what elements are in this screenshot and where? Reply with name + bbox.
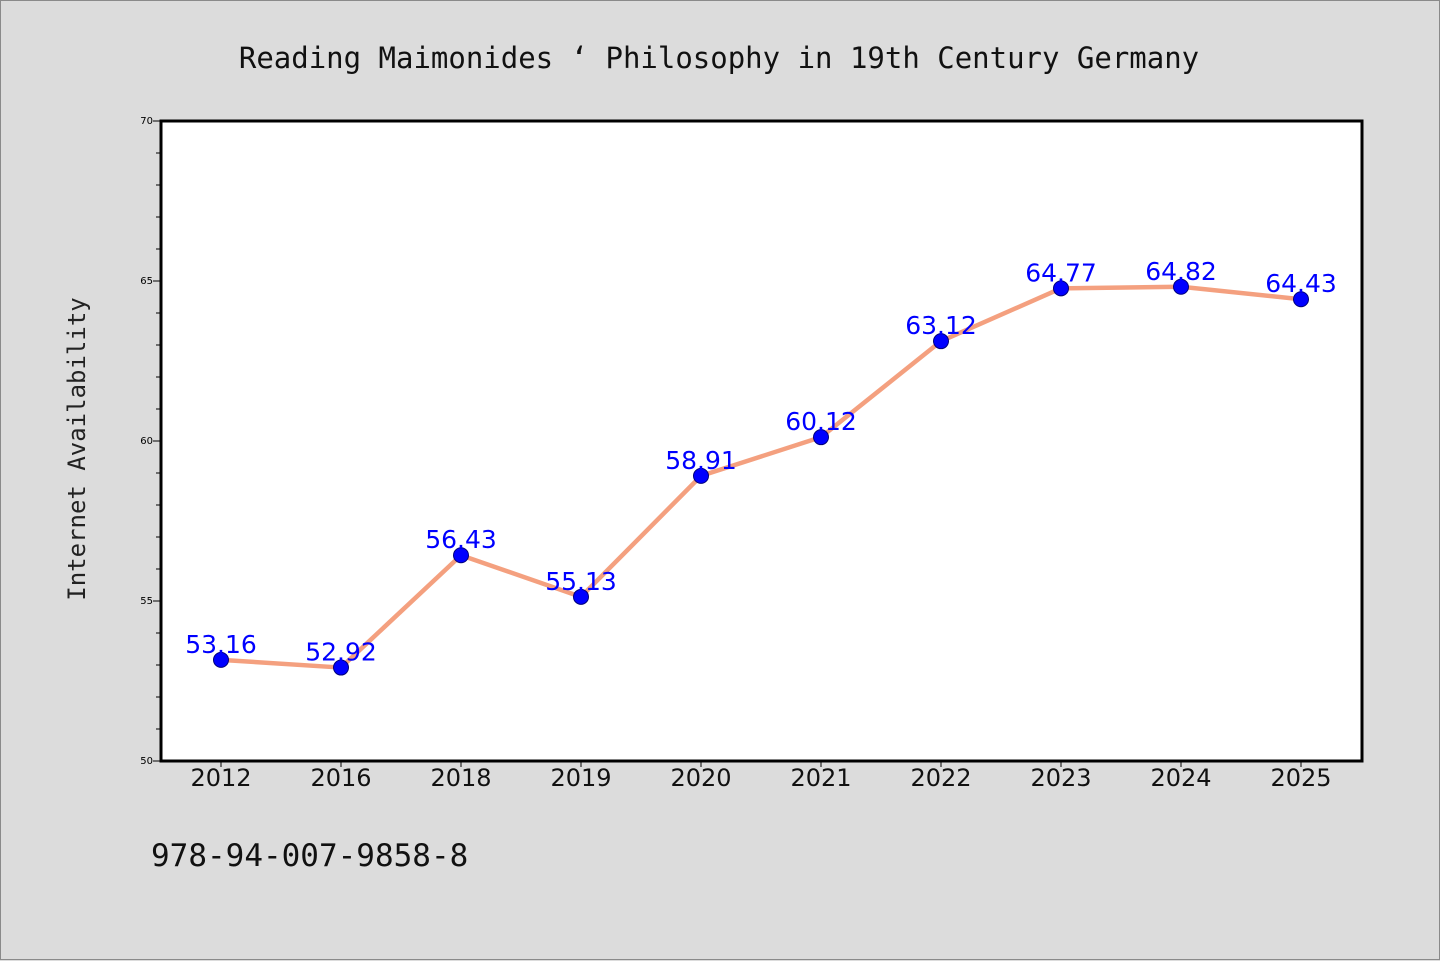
markers-group: [213, 278, 1309, 676]
data-point-marker: [213, 651, 229, 668]
series-line-group: [218, 284, 1304, 670]
data-point-marker: [693, 467, 709, 484]
x-tick-label: 2021: [790, 764, 851, 792]
data-point-marker: [813, 429, 829, 446]
plot-area: [161, 121, 1362, 761]
data-label: 64.43: [1265, 269, 1337, 298]
data-label: 64.77: [1025, 258, 1097, 287]
y-axis: 50 55 60 65 70: [140, 116, 161, 767]
x-tick-label: 2016: [310, 764, 371, 792]
data-label: 63.12: [905, 311, 977, 340]
data-label: 64.82: [1145, 257, 1217, 286]
data-labels-group: 53.16 52.92 56.43 55.13 58.91 60.12 63.12 64.77…: [185, 257, 1337, 667]
x-tick-label: 2025: [1270, 764, 1331, 792]
data-label: 56.43: [425, 525, 497, 554]
x-tick-label: 2012: [190, 764, 251, 792]
data-label: 58.91: [665, 446, 737, 475]
data-label: 53.16: [185, 630, 257, 659]
x-tick-label: 2022: [910, 764, 971, 792]
y-tick-label: 60: [140, 436, 153, 447]
y-tick-label: 65: [140, 276, 153, 287]
y-axis-label: Internet Availability: [63, 297, 91, 600]
plot-border: [159, 119, 1364, 763]
data-point-marker: [333, 659, 349, 676]
x-tick-label: 2023: [1030, 764, 1091, 792]
isbn-text: 978-94-007-9858-8: [151, 838, 468, 874]
data-point-marker: [453, 547, 469, 564]
data-point-marker: [933, 333, 949, 350]
x-tick-label: 2018: [430, 764, 491, 792]
data-label: 52.92: [305, 638, 377, 667]
chart-title: Reading Maimonides ‘ Philosophy in 19th …: [239, 41, 1199, 75]
data-point-marker: [573, 588, 589, 605]
x-tick-label: 2020: [670, 764, 731, 792]
y-tick-label: 55: [140, 596, 153, 607]
data-label: 55.13: [545, 567, 617, 596]
series-line: [218, 284, 1304, 670]
data-point-marker: [1173, 278, 1189, 295]
y-tick-label: 50: [140, 756, 153, 767]
x-tick-label: 2019: [550, 764, 611, 792]
data-point-marker: [1293, 291, 1309, 308]
y-tick-label: 70: [140, 116, 153, 127]
x-axis: 2012 2016 2018 2019 2020 2021 2022 2023 2024 2025: [190, 761, 1332, 792]
data-label: 60.12: [785, 407, 857, 436]
data-point-marker: [1053, 280, 1069, 297]
x-tick-label: 2024: [1150, 764, 1211, 792]
